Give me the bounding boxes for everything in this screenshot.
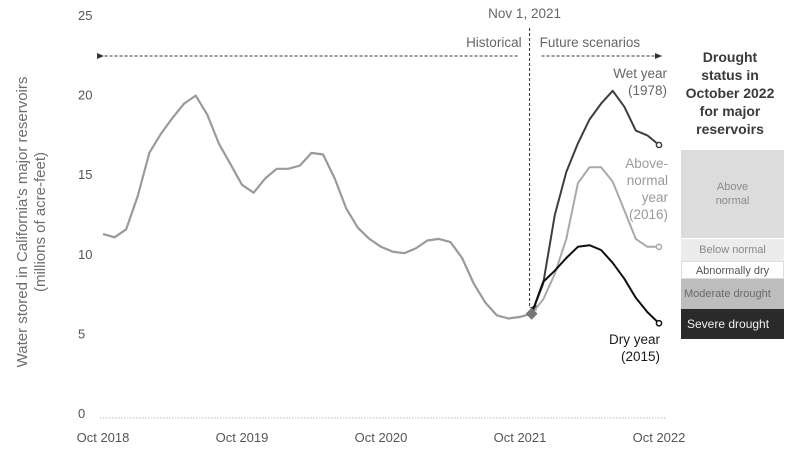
drought-status-title-line: October 2022 (685, 85, 775, 101)
scenario-start-point (525, 307, 538, 320)
drought-status-title-line: reservoirs (696, 121, 764, 137)
above-normal-label: normal (627, 173, 668, 188)
wet-year-line (530, 89, 660, 315)
wet-year-end-point (655, 141, 663, 149)
y-tick-label: 0 (78, 406, 85, 421)
x-tick-label: Oct 2021 (494, 430, 547, 445)
future-label: Future scenarios (540, 35, 641, 50)
drought-status-title-line: status in (701, 67, 759, 83)
wet-year-label: (1978) (628, 83, 667, 98)
y-axis-label: Water stored in California's major reser… (14, 77, 49, 368)
dry-year-label: Dry year (609, 332, 661, 347)
band-severe-drought: Severe drought (681, 309, 784, 339)
y-tick-label: 10 (78, 247, 92, 262)
above-normal-label: (2016) (629, 207, 668, 222)
y-axis-title-line-1: Water stored in California's major reser… (14, 77, 31, 368)
dry-year-label: (2015) (621, 349, 660, 364)
series-labels: Wet year (1978) Above-normal year (2016) Dry … (609, 66, 669, 364)
x-tick-label: Oct 2022 (633, 430, 686, 445)
band-moderate-drought: Moderate drought (681, 279, 784, 309)
dry-year-end-point (655, 319, 663, 327)
above-normal-label: year (642, 190, 669, 205)
above-normal-line (530, 166, 659, 315)
above-normal-end-point (655, 243, 663, 251)
series-lines (102, 89, 663, 327)
marker-date-label: Nov 1, 2021 (488, 6, 561, 21)
y-tick-label: 5 (78, 326, 85, 341)
drought-status-title-line: for major (699, 103, 761, 119)
x-tick-labels: Oct 2018 Oct 2019 Oct 2020 Oct 2021 Oct 2022 (77, 430, 686, 445)
x-tick-label: Oct 2020 (355, 430, 408, 445)
dry-year-line (530, 244, 660, 325)
x-tick-label: Oct 2019 (216, 430, 269, 445)
y-tick-labels: 0 5 10 15 20 25 (78, 8, 92, 421)
x-tick-label: Oct 2018 (77, 430, 130, 445)
drought-status-legend: Above normal Below normal Abnormally dry… (681, 150, 784, 339)
drought-status-title: Drought status in October 2022 for major res… (676, 48, 784, 138)
historical-label: Historical (466, 35, 522, 50)
band-abnormally-dry: Abnormally dry (681, 261, 784, 279)
drought-status-title-line: Drought (702, 49, 758, 65)
band-above-normal: Above normal (681, 150, 784, 238)
y-tick-label: 25 (78, 8, 92, 23)
y-axis-title-line-2: (millions of acre-feet) (32, 152, 49, 292)
band-below-normal: Below normal (681, 238, 784, 261)
historical-line (102, 94, 532, 320)
period-arrows: Nov 1, 2021 Historical Future scenarios (97, 6, 662, 311)
y-tick-label: 20 (78, 88, 92, 103)
wet-year-label: Wet year (613, 66, 667, 81)
above-normal-label: Above- (625, 156, 668, 171)
y-tick-label: 15 (78, 167, 92, 182)
